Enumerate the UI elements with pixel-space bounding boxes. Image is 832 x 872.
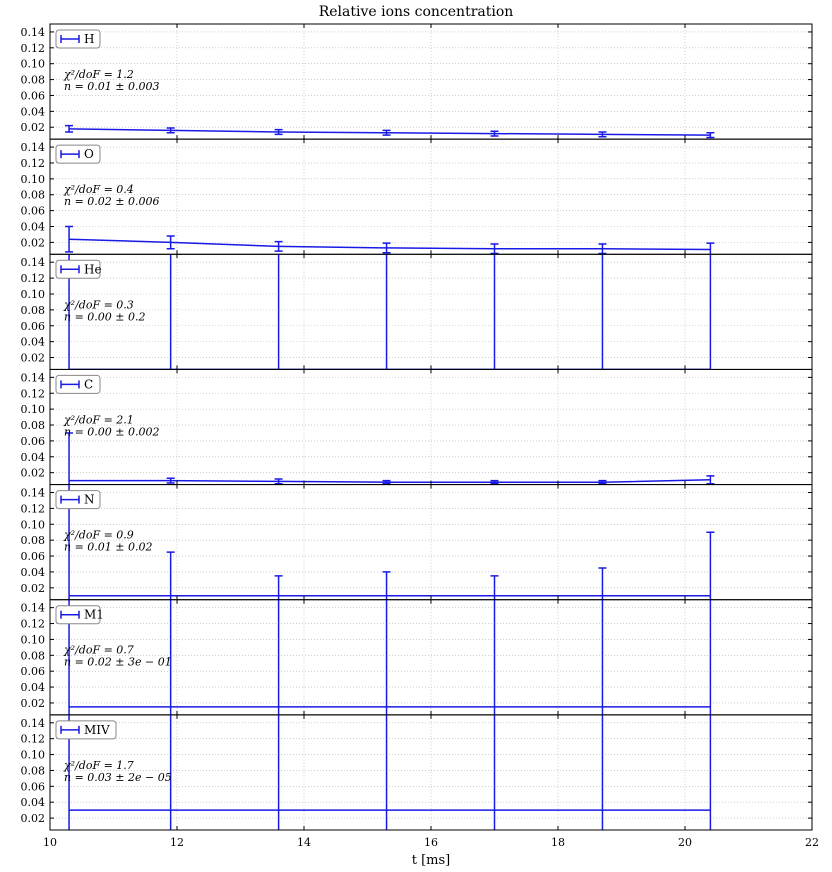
ytick-label: 0.02 bbox=[21, 812, 46, 825]
ytick-label: 0.02 bbox=[21, 697, 46, 710]
legend-label: C bbox=[84, 377, 93, 391]
legend-label: M1 bbox=[84, 608, 104, 622]
ytick-label: 0.12 bbox=[21, 733, 46, 746]
n-annotation: n = 0.00 ± 0.2 bbox=[64, 310, 146, 323]
ytick-label: 0.02 bbox=[21, 467, 46, 480]
xtick-label: 20 bbox=[678, 836, 692, 849]
ytick-label: 0.12 bbox=[21, 618, 46, 631]
ytick-label: 0.08 bbox=[21, 764, 46, 777]
ytick-label: 0.02 bbox=[21, 582, 46, 595]
ytick-label: 0.06 bbox=[21, 665, 46, 678]
series-line bbox=[69, 239, 710, 249]
xtick-label: 16 bbox=[424, 836, 438, 849]
panel-C bbox=[50, 369, 812, 528]
xtick-label: 18 bbox=[551, 836, 565, 849]
legend-label: He bbox=[84, 262, 102, 276]
panel-H bbox=[50, 24, 812, 139]
ytick-label: 0.14 bbox=[21, 371, 46, 384]
x-axis-label: t [ms] bbox=[412, 853, 451, 868]
ytick-label: 0.04 bbox=[21, 566, 46, 579]
xtick-label: 22 bbox=[805, 836, 819, 849]
ytick-label: 0.06 bbox=[21, 205, 46, 218]
ytick-label: 0.08 bbox=[21, 74, 46, 87]
ytick-label: 0.12 bbox=[21, 157, 46, 170]
ytick-label: 0.14 bbox=[21, 602, 46, 615]
panel-O bbox=[50, 139, 812, 256]
ytick-label: 0.08 bbox=[21, 304, 46, 317]
ytick-label: 0.10 bbox=[21, 173, 46, 186]
ytick-label: 0.02 bbox=[21, 352, 46, 365]
ytick-label: 0.02 bbox=[21, 236, 46, 249]
n-annotation: n = 0.02 ± 3e − 01 bbox=[64, 656, 172, 669]
ytick-label: 0.12 bbox=[21, 42, 46, 55]
legend-label: H bbox=[84, 32, 94, 46]
ytick-label: 0.10 bbox=[21, 288, 46, 301]
ytick-label: 0.06 bbox=[21, 780, 46, 793]
legend-label: MIV bbox=[84, 723, 110, 737]
n-annotation: n = 0.00 ± 0.002 bbox=[64, 425, 160, 438]
ytick-label: 0.04 bbox=[21, 796, 46, 809]
ytick-label: 0.08 bbox=[21, 534, 46, 547]
ytick-label: 0.02 bbox=[21, 121, 46, 134]
chart-svg: Relative ions concentration 0.02 0.04 0.06 0… bbox=[0, 0, 832, 872]
ytick-label: 0.04 bbox=[21, 220, 46, 233]
ytick-label: 0.14 bbox=[21, 487, 46, 500]
ytick-label: 0.06 bbox=[21, 550, 46, 563]
ytick-label: 0.06 bbox=[21, 320, 46, 333]
chart-figure: Relative ions concentration 0.02 0.04 0.06 0… bbox=[0, 0, 832, 872]
ytick-label: 0.12 bbox=[21, 387, 46, 400]
ytick-label: 0.04 bbox=[21, 681, 46, 694]
ytick-label: 0.04 bbox=[21, 451, 46, 464]
ytick-label: 0.14 bbox=[21, 26, 46, 39]
xtick-label: 10 bbox=[43, 836, 57, 849]
ytick-label: 0.14 bbox=[21, 141, 46, 154]
legend-label: N bbox=[84, 493, 95, 507]
ytick-label: 0.04 bbox=[21, 105, 46, 118]
n-annotation: n = 0.01 ± 0.02 bbox=[64, 541, 153, 554]
n-annotation: n = 0.02 ± 0.006 bbox=[64, 195, 160, 208]
xtick-label: 12 bbox=[170, 836, 184, 849]
n-annotation: n = 0.03 ± 2e − 05 bbox=[64, 771, 172, 784]
ytick-label: 0.10 bbox=[21, 749, 46, 762]
xtick-label: 14 bbox=[297, 836, 311, 849]
ytick-label: 0.06 bbox=[21, 89, 46, 102]
chart-title: Relative ions concentration bbox=[319, 4, 514, 20]
legend-label: O bbox=[84, 147, 94, 161]
ytick-label: 0.10 bbox=[21, 403, 46, 416]
ytick-label: 0.10 bbox=[21, 58, 46, 71]
ytick-label: 0.14 bbox=[21, 256, 46, 269]
n-annotation: n = 0.01 ± 0.003 bbox=[64, 80, 160, 93]
ytick-label: 0.06 bbox=[21, 435, 46, 448]
ytick-label: 0.08 bbox=[21, 649, 46, 662]
ytick-label: 0.12 bbox=[21, 272, 46, 285]
ytick-label: 0.12 bbox=[21, 502, 46, 515]
ytick-label: 0.08 bbox=[21, 419, 46, 432]
ytick-label: 0.10 bbox=[21, 633, 46, 646]
ytick-label: 0.04 bbox=[21, 336, 46, 349]
ytick-label: 0.14 bbox=[21, 717, 46, 730]
ytick-label: 0.08 bbox=[21, 189, 46, 202]
ytick-label: 0.10 bbox=[21, 518, 46, 531]
